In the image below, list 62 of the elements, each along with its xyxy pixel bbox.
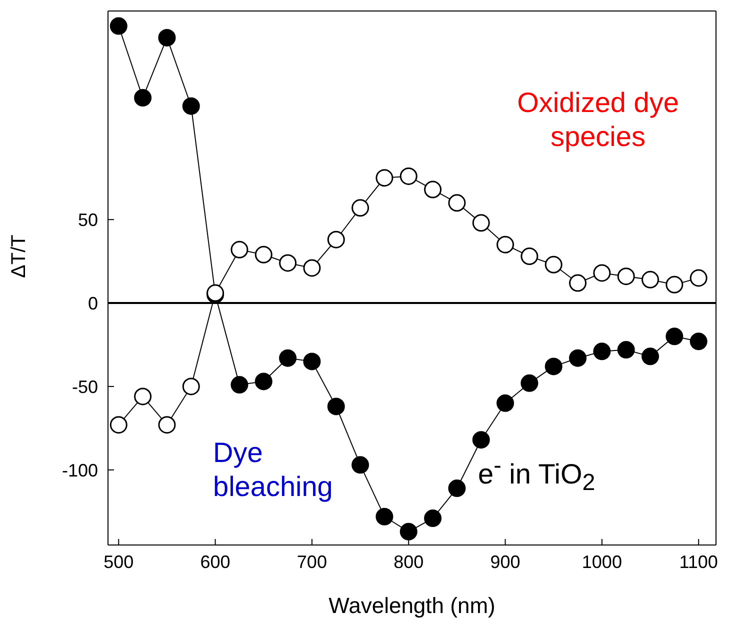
point	[642, 348, 660, 366]
point	[376, 508, 394, 526]
x-tick-label: 1100	[679, 552, 718, 572]
x-tick-label: 700	[296, 552, 327, 572]
point	[182, 378, 200, 396]
x-tick-label: 500	[104, 552, 134, 572]
point	[569, 274, 587, 292]
point	[642, 270, 660, 288]
point	[327, 230, 345, 248]
point	[279, 254, 297, 272]
annotation: Oxidized dye species	[516, 86, 680, 154]
point	[158, 416, 176, 434]
point	[400, 522, 418, 540]
y-tick-label: -100	[62, 460, 98, 480]
point	[230, 240, 248, 258]
y-tick-label: 50	[78, 210, 98, 230]
point	[472, 214, 490, 232]
point	[520, 248, 538, 266]
point	[520, 374, 538, 392]
point	[424, 510, 442, 528]
point	[544, 256, 562, 274]
point	[544, 358, 562, 376]
point	[690, 332, 708, 350]
point	[666, 328, 684, 346]
point	[400, 167, 418, 185]
point	[617, 341, 635, 359]
annotation: Dye bleaching	[213, 436, 334, 504]
point	[424, 180, 442, 198]
point	[158, 28, 176, 46]
point	[569, 349, 587, 367]
point	[472, 431, 490, 449]
point	[448, 194, 466, 212]
point	[593, 342, 611, 360]
x-tick-label: 600	[200, 552, 230, 572]
x-tick-label: 800	[394, 552, 424, 572]
point	[352, 199, 370, 217]
point	[230, 376, 248, 394]
point	[254, 246, 272, 264]
point	[376, 169, 394, 187]
point	[448, 480, 466, 498]
y-tick-label: -50	[72, 376, 98, 397]
y-tick-label: 0	[88, 293, 98, 314]
x-tick-label: 1000	[582, 552, 622, 572]
point	[496, 236, 514, 254]
point	[303, 352, 321, 370]
point	[254, 372, 272, 390]
point	[496, 394, 514, 412]
point	[593, 264, 611, 282]
x-tick-label: 900	[490, 552, 520, 572]
point	[327, 398, 345, 416]
point	[617, 268, 635, 286]
annotation: e$^{-}$ in TiO$_{2}$	[478, 451, 596, 497]
point	[303, 259, 321, 277]
point	[182, 97, 200, 115]
point	[134, 89, 152, 107]
point	[666, 276, 684, 294]
point	[279, 349, 297, 367]
y-axis-title: ΔT/T	[8, 234, 30, 278]
point	[134, 388, 152, 406]
point	[352, 456, 370, 474]
point	[110, 17, 128, 35]
x-axis-title: Wavelength (nm)	[328, 593, 496, 618]
